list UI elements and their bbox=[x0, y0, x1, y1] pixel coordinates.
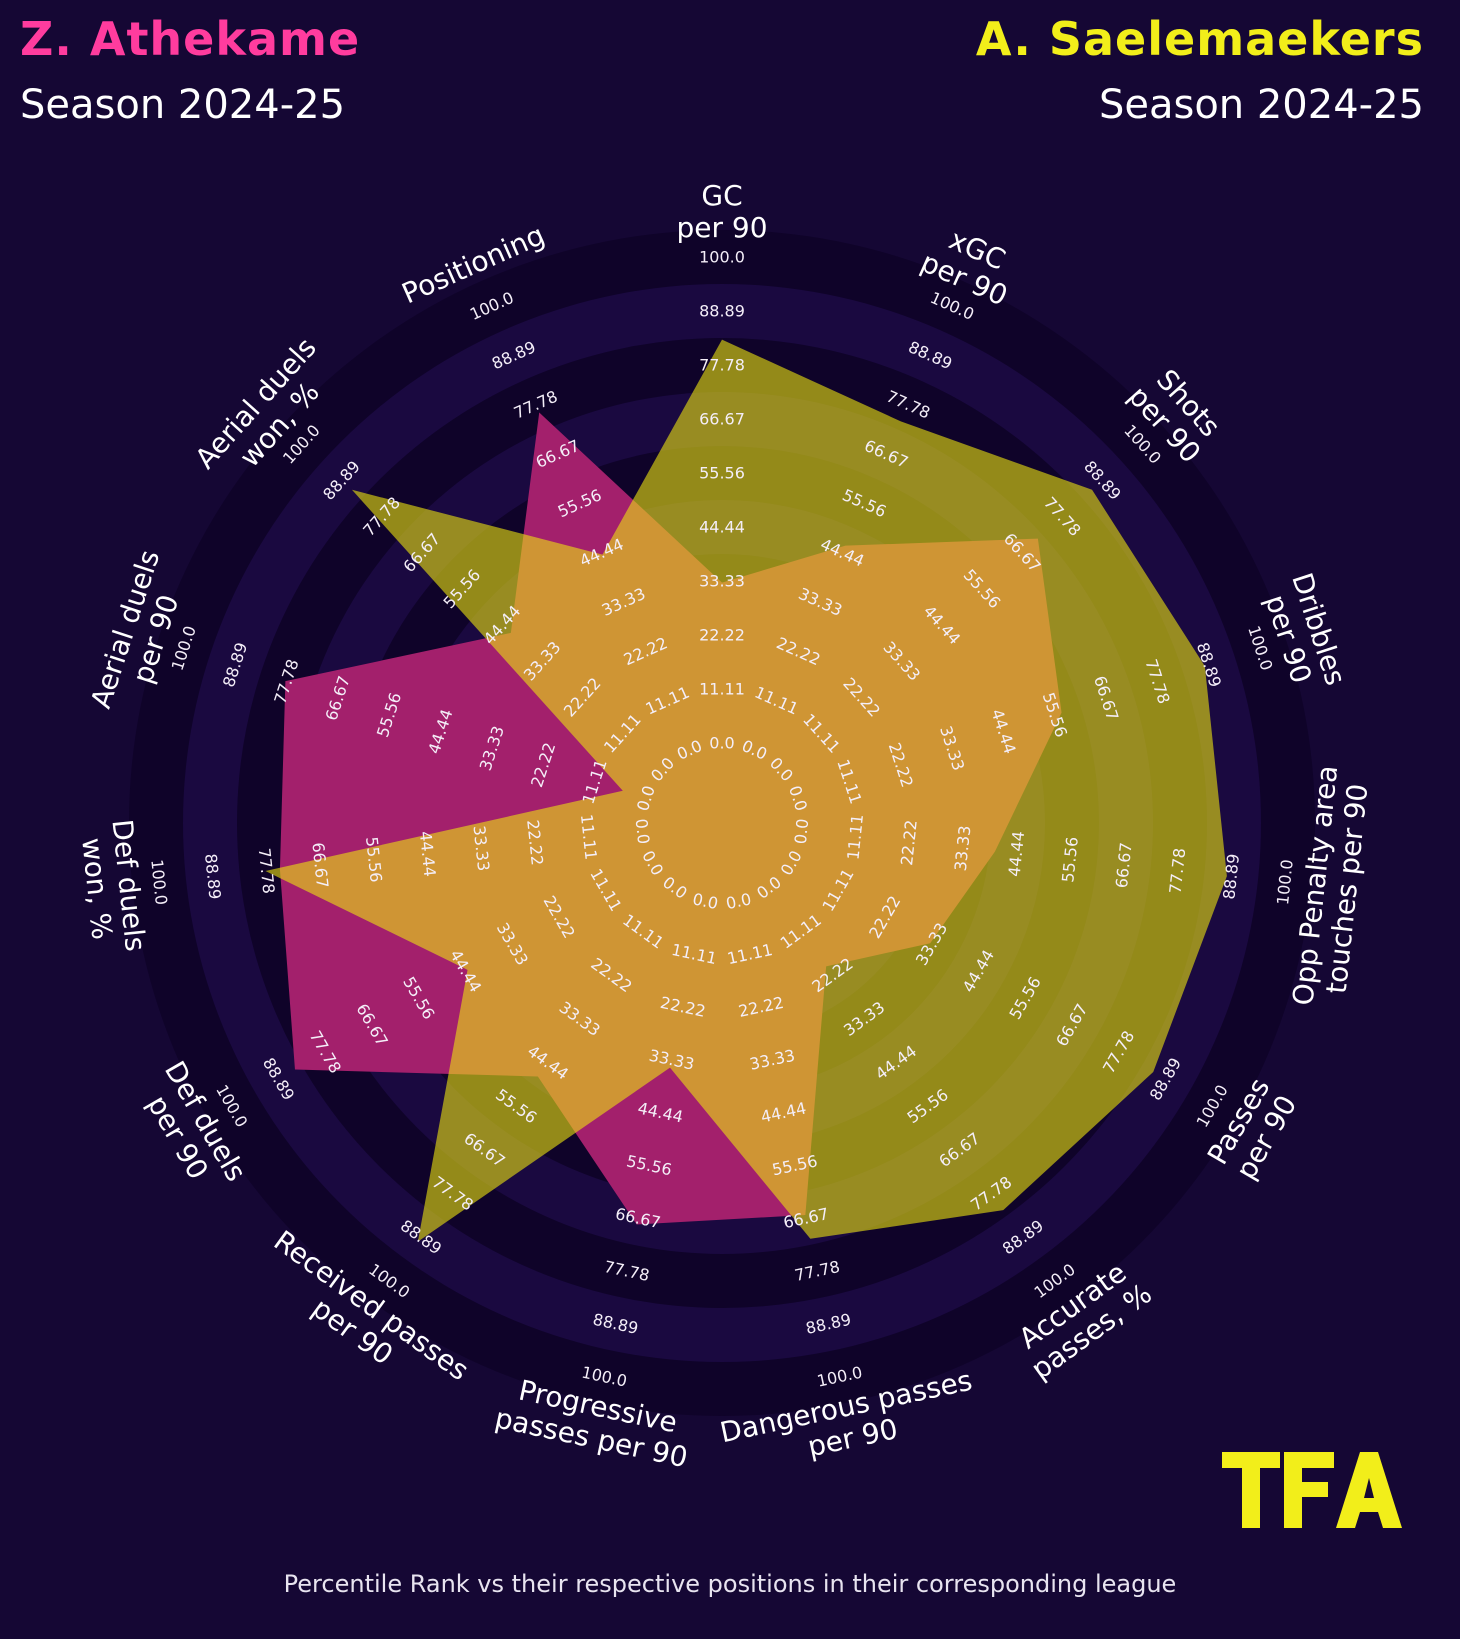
tick-label: 11.11 bbox=[699, 680, 745, 699]
tick-label: 22.22 bbox=[699, 626, 745, 645]
tick-label: 77.78 bbox=[255, 847, 279, 895]
player-left-name: Z. Athekame bbox=[20, 12, 361, 66]
tick-label: 11.11 bbox=[843, 813, 867, 861]
footer-caption: Percentile Rank vs their respective posi… bbox=[283, 1570, 1177, 1598]
tick-label: 88.89 bbox=[699, 302, 745, 321]
tick-label: 77.78 bbox=[699, 356, 745, 375]
player-right-season: Season 2024-25 bbox=[1098, 82, 1424, 128]
tick-label: 33.33 bbox=[951, 825, 975, 873]
tick-label: 100.0 bbox=[147, 858, 171, 906]
tick-label: 66.67 bbox=[699, 410, 745, 429]
axis-label: Def duelswon, % bbox=[74, 818, 153, 957]
tick-label: 55.56 bbox=[1058, 836, 1082, 884]
tick-label: 66.67 bbox=[308, 841, 332, 889]
radar-polygon-saelemaekers bbox=[265, 339, 1227, 1242]
tick-label: 0.0 bbox=[709, 734, 734, 753]
tick-label: 0.0 bbox=[724, 889, 753, 913]
tick-label: 55.56 bbox=[362, 836, 386, 884]
axis-label: GC per 90 bbox=[676, 179, 767, 244]
tick-label: 44.44 bbox=[699, 518, 745, 537]
tick-label: 88.89 bbox=[1219, 853, 1243, 901]
player-right-name: A. Saelemaekers bbox=[975, 12, 1424, 66]
tick-label: 100.0 bbox=[699, 248, 745, 267]
tfa-logo bbox=[1222, 1452, 1402, 1528]
tick-label: 33.33 bbox=[469, 825, 493, 873]
tick-label: 44.44 bbox=[1005, 830, 1029, 878]
tick-label: 0.0 bbox=[691, 889, 720, 913]
tick-label: 66.67 bbox=[1112, 841, 1136, 889]
tick-label: 0.0 bbox=[632, 818, 654, 845]
tick-label: 55.56 bbox=[699, 464, 745, 483]
tick-label: 0.0 bbox=[791, 818, 813, 845]
radar-polygons bbox=[265, 339, 1227, 1242]
player-left-season: Season 2024-25 bbox=[20, 82, 346, 128]
tick-label: 77.78 bbox=[1166, 847, 1190, 895]
tick-label: 33.33 bbox=[699, 572, 745, 591]
tick-label: 22.22 bbox=[523, 819, 547, 867]
axis-label-line: GC bbox=[701, 179, 742, 212]
tick-label: 22.22 bbox=[897, 819, 921, 867]
tick-label: 44.44 bbox=[416, 830, 440, 878]
axis-label-line: per 90 bbox=[676, 211, 767, 244]
tick-label: 11.11 bbox=[577, 813, 601, 861]
tick-label: 100.0 bbox=[1273, 858, 1297, 906]
tick-label: 88.89 bbox=[201, 853, 225, 901]
